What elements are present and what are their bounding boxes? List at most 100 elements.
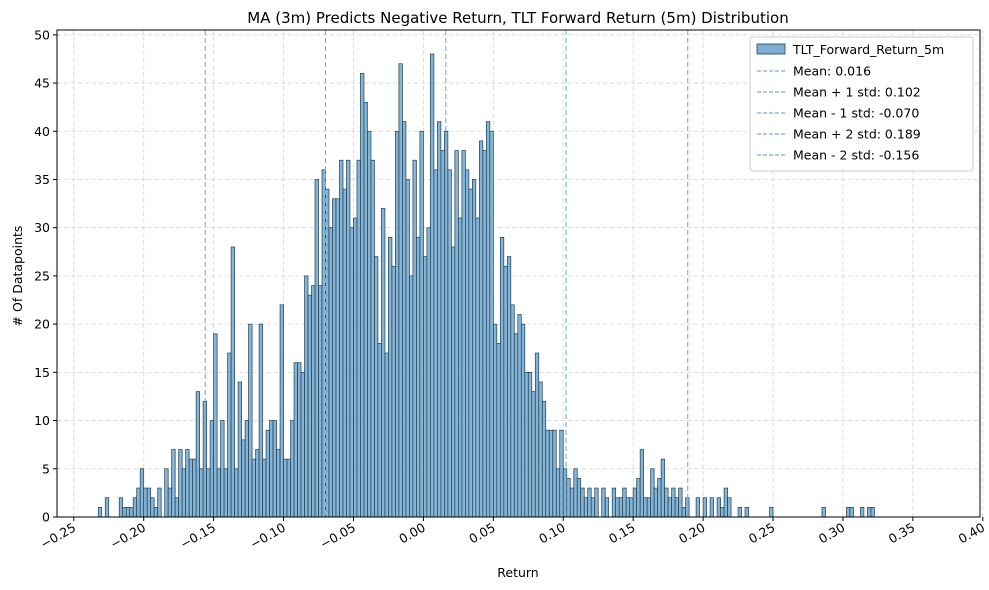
histogram-bar xyxy=(314,179,319,518)
histogram-bar xyxy=(272,420,277,518)
histogram-bar xyxy=(237,381,242,518)
histogram-bar xyxy=(370,159,375,518)
histogram-bar xyxy=(178,449,183,518)
y-axis-label: # Of Datapoints xyxy=(10,226,25,327)
histogram-bar xyxy=(559,429,564,518)
y-tick-label: 30 xyxy=(34,220,50,235)
histogram-bar xyxy=(311,285,316,518)
histogram-bar xyxy=(444,130,449,518)
histogram-bar xyxy=(611,487,617,518)
histogram-bar xyxy=(227,352,232,518)
histogram-bar xyxy=(157,487,162,518)
histogram-bar xyxy=(489,130,494,518)
histogram-bar xyxy=(716,497,721,518)
x-tick-label: 0.35 xyxy=(886,520,918,547)
histogram-bar xyxy=(129,507,134,518)
histogram-bar xyxy=(283,458,288,518)
histogram-bar xyxy=(297,362,302,518)
histogram-bar xyxy=(527,371,533,518)
y-tick-label: 20 xyxy=(34,317,50,332)
histogram-bar xyxy=(629,497,634,518)
histogram-bar xyxy=(723,487,728,518)
histogram-bar xyxy=(643,497,648,518)
legend-label-mean-plus-2std: Mean + 2 std: 0.189 xyxy=(793,127,921,142)
histogram-bar xyxy=(279,304,284,518)
histogram-bar xyxy=(451,246,456,518)
histogram-bar xyxy=(188,458,194,518)
histogram-bar xyxy=(164,468,169,518)
histogram-bar xyxy=(562,468,568,518)
histogram-bar xyxy=(150,497,155,518)
histogram-bar xyxy=(318,285,323,518)
x-tick-label: 0.10 xyxy=(536,520,568,547)
histogram-bar xyxy=(671,487,676,518)
histogram-bar xyxy=(171,449,176,518)
histogram-bar xyxy=(681,507,686,518)
histogram-bar xyxy=(657,478,662,518)
x-tick-label: −0.05 xyxy=(317,520,358,552)
histogram-bar xyxy=(244,420,249,518)
chart-title: MA (3m) Predicts Negative Return, TLT Fo… xyxy=(247,9,788,27)
histogram-bar xyxy=(286,458,291,518)
histogram-bar xyxy=(220,420,225,518)
histogram-bar xyxy=(398,63,403,518)
histogram-bar xyxy=(192,458,197,518)
histogram-bar xyxy=(461,150,466,518)
histogram-bar xyxy=(524,371,529,518)
histogram-bar xyxy=(569,487,575,518)
histogram-bar xyxy=(744,507,749,518)
y-tick-label: 15 xyxy=(34,365,50,380)
histogram-bar xyxy=(199,468,204,518)
histogram-bar xyxy=(587,487,592,518)
histogram-bar xyxy=(548,429,554,518)
legend-label-mean-plus-1std: Mean + 1 std: 0.102 xyxy=(793,85,921,100)
legend-label-bars: TLT_Forward_Return_5m xyxy=(792,42,944,57)
histogram-bar xyxy=(555,468,561,518)
histogram-bar xyxy=(181,468,187,518)
histogram-bar xyxy=(465,169,470,518)
histogram-bar xyxy=(769,507,774,518)
histogram-bar xyxy=(419,130,424,518)
histogram-bar xyxy=(576,478,582,518)
histogram-bar xyxy=(367,130,372,518)
histogram-bar xyxy=(388,236,393,518)
histogram-bar xyxy=(737,507,742,518)
histogram-bar xyxy=(458,217,463,518)
plot-frame xyxy=(56,29,981,518)
histogram-bar xyxy=(405,179,410,518)
histogram-bar xyxy=(381,208,386,518)
histogram-bar xyxy=(251,458,256,518)
histogram-bar xyxy=(867,507,872,518)
histogram-bar xyxy=(594,487,599,518)
histogram-bar xyxy=(332,198,337,518)
histogram-bar xyxy=(454,150,459,518)
y-tick-label: 25 xyxy=(34,268,50,283)
histogram-bar xyxy=(580,487,585,518)
y-tick-label: 35 xyxy=(34,172,50,187)
histogram-bar xyxy=(209,420,214,518)
histogram-bar xyxy=(541,400,547,518)
histogram-bar xyxy=(132,497,138,518)
histogram-bar xyxy=(821,507,826,518)
histogram-bar xyxy=(356,159,361,518)
histogram-bar xyxy=(517,314,522,518)
histogram-bar xyxy=(485,121,491,518)
histogram-bar xyxy=(262,458,267,518)
histogram-bar xyxy=(265,429,270,518)
histogram-bar xyxy=(646,497,652,518)
histogram-bar xyxy=(674,497,679,518)
histogram-bar xyxy=(860,507,865,518)
histogram-bar xyxy=(720,507,725,518)
histogram-bar xyxy=(545,429,550,518)
histogram-bar xyxy=(870,507,875,518)
x-tick-label: −0.15 xyxy=(177,520,218,552)
x-tick-label: 0.25 xyxy=(746,520,778,547)
histogram-bar xyxy=(276,449,281,518)
x-tick-label: 0.00 xyxy=(396,520,428,547)
histogram-bar xyxy=(139,468,145,518)
x-tick-label: 0.20 xyxy=(676,520,708,547)
histogram-bar xyxy=(167,487,173,518)
x-axis-label: Return xyxy=(497,565,538,580)
histogram-bar xyxy=(416,236,421,518)
